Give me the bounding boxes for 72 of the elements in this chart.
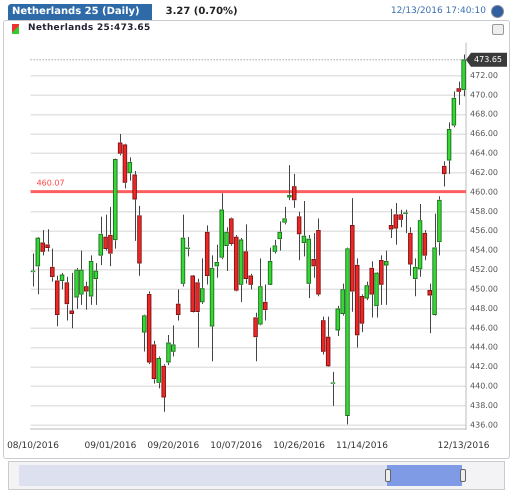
y-tick-label: 440.00: [470, 382, 498, 391]
candlestick: [210, 254, 214, 362]
candlestick: [296, 211, 302, 261]
y-tick-label: 436.00: [470, 420, 498, 430]
candlestick: [437, 196, 442, 256]
candlestick: [161, 364, 166, 412]
candlestick: [398, 209, 404, 228]
candlestick: [456, 81, 462, 106]
candlestick: [98, 216, 104, 266]
candlestick: [253, 312, 258, 362]
candlestick: [258, 258, 263, 325]
candlestick: [84, 281, 89, 310]
y-tick-label: 462.00: [470, 168, 498, 177]
candlestick: [40, 230, 46, 256]
x-tick-label: 08/10/2016: [7, 440, 60, 451]
candlestick: [292, 173, 297, 208]
y-tick-label: 468.00: [470, 110, 498, 119]
candlestick: [36, 238, 40, 295]
candlestick: [422, 230, 428, 261]
candlestick: [408, 226, 413, 276]
candlestick: [204, 224, 210, 286]
candlestick: [60, 272, 64, 290]
candlestick: [30, 252, 36, 287]
y-tick-label: 472.00: [470, 70, 498, 80]
ref-line-label: 473.65: [474, 54, 502, 64]
text: Netherlands 25:473.65: [28, 23, 151, 33]
candlestick: [219, 192, 224, 260]
x-tick-label: 12/13/2016: [438, 440, 490, 451]
text: 12/13/2016 17:40:10: [390, 6, 486, 16]
x-tick-label: 10/07/2016: [210, 440, 262, 451]
y-tick-label: 460.00: [470, 187, 498, 196]
ref-line-label: 460.07: [36, 178, 65, 188]
candlestick: [374, 272, 379, 318]
y-tick-label: 450.00: [470, 284, 498, 294]
y-tick-label: 458.00: [470, 206, 498, 216]
y-tick-label: 438.00: [470, 400, 498, 410]
y-tick-label: 446.00: [470, 323, 498, 332]
candlestick: [452, 90, 456, 128]
candlestick: [262, 284, 268, 321]
candlestick: [379, 254, 384, 306]
candlestick: [384, 250, 389, 306]
candlestick: [272, 239, 278, 254]
chart-subtitle: 3.27 (0.70%): [166, 5, 238, 19]
candlestick: [369, 260, 374, 318]
chart-title: Netherlands 25 (Daily): [8, 4, 152, 20]
candlestick: [268, 247, 272, 285]
x-tick-label: 11/14/2016: [336, 440, 388, 451]
x-tick-label: 10/26/2016: [273, 440, 326, 451]
y-tick-label: 444.00: [470, 342, 498, 352]
candlestick: [54, 275, 60, 327]
candlestick: [446, 122, 452, 174]
candlestick: [364, 281, 370, 301]
y-tick-label: 448.00: [470, 304, 498, 313]
candlestick: [112, 158, 118, 250]
y-tick-label: 470.00: [470, 90, 498, 100]
candlestick: [142, 315, 147, 352]
y-tick-label: 466.00: [470, 129, 498, 138]
y-tick-label: 454.00: [470, 246, 498, 255]
candlestick: [127, 156, 132, 182]
y-tick-label: 442.00: [470, 362, 498, 372]
candlestick: [427, 283, 432, 334]
y-tick-label: 452.00: [470, 265, 498, 274]
y-tick-label: 464.00: [470, 148, 498, 158]
x-tick-label: 09/01/2016: [84, 440, 137, 451]
x-tick-label: 09/20/2016: [147, 440, 200, 451]
candlestick: [306, 234, 312, 299]
candlestick: [50, 248, 55, 282]
candlestick: [176, 288, 180, 321]
candlestick: [238, 237, 244, 303]
candlestick: [200, 258, 205, 304]
candlestick: [156, 356, 162, 389]
y-tick-label: 456.00: [470, 226, 498, 236]
